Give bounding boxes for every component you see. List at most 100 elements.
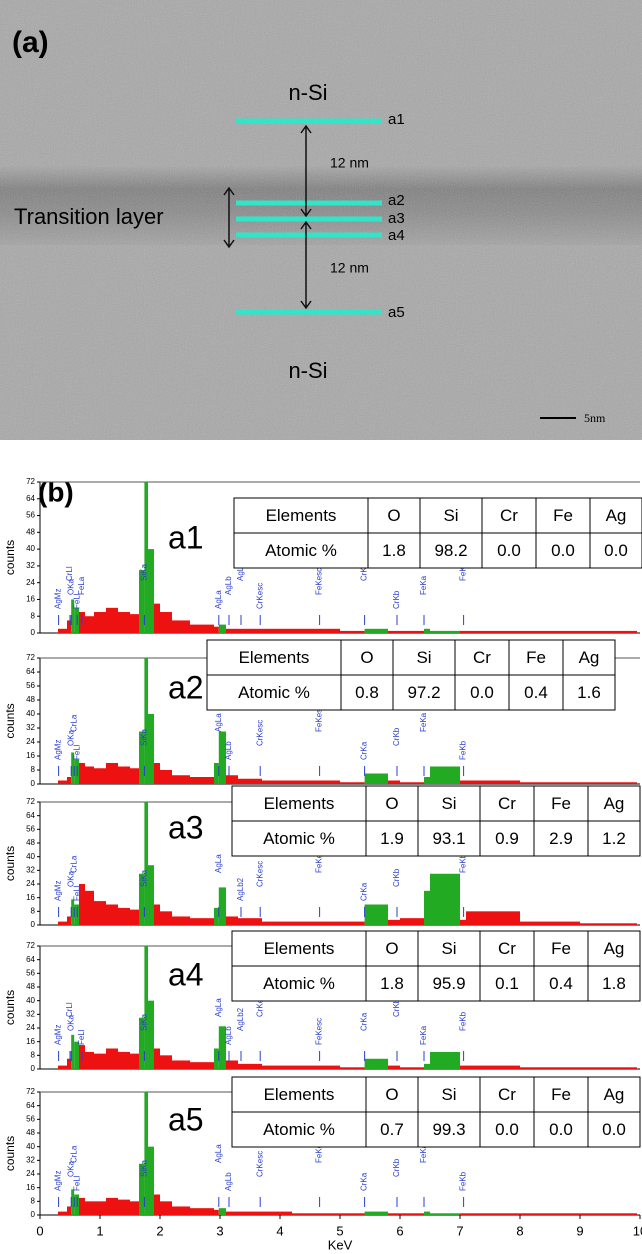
bar — [424, 1211, 430, 1215]
table-cell — [365, 1111, 419, 1148]
peak-label: FeKa — [419, 1025, 428, 1045]
table-text: Fe — [551, 794, 571, 813]
table-text: 0.0 — [602, 1120, 626, 1139]
spectrum: 081624324048566472countsAgMzOKaCrLaFeLlS… — [3, 785, 641, 929]
peak-label: SiKa — [140, 1014, 149, 1031]
y-tick-label: 8 — [31, 1196, 36, 1205]
peak-label: FeKb — [459, 1171, 468, 1191]
peak-label: CrLa — [69, 1145, 78, 1163]
bar — [94, 1201, 106, 1215]
bar — [214, 1048, 219, 1069]
line-label: a4 — [388, 227, 405, 244]
peak-label: FeLa — [77, 576, 86, 595]
bar — [292, 628, 340, 633]
table-text: Fe — [551, 1085, 571, 1104]
table-cell — [419, 532, 483, 569]
y-axis-label: counts — [3, 846, 17, 881]
bar — [460, 919, 466, 925]
table-cell — [589, 497, 642, 534]
layer-label: Transition layer — [14, 204, 164, 229]
y-tick-label: 16 — [26, 1037, 35, 1046]
table-text: 0.7 — [380, 1120, 404, 1139]
peak-label: CrKb — [392, 1158, 401, 1177]
y-tick-label: 72 — [26, 477, 35, 486]
bar — [130, 768, 139, 784]
table-cell — [365, 965, 419, 1002]
bar — [520, 1213, 580, 1215]
y-tick-label: 64 — [26, 667, 35, 676]
table-text: 0.0 — [604, 541, 628, 560]
bar — [74, 607, 79, 633]
peak-label: CrKb — [392, 868, 401, 887]
bar — [190, 918, 214, 925]
bar — [460, 630, 466, 633]
y-tick-label: 24 — [26, 737, 35, 746]
table-cell — [392, 639, 456, 676]
peak-label: FeKesc — [315, 846, 324, 873]
table-text: Cr — [498, 1085, 516, 1104]
table-cell — [233, 532, 369, 569]
table-text: 1.6 — [577, 683, 601, 702]
panel-a: (a) n-Si n-Si Transition layer a1 a2 a3 … — [0, 0, 642, 440]
table-cell — [340, 639, 394, 676]
bar — [172, 775, 190, 784]
table-text: Fe — [553, 506, 573, 525]
y-tick-label: 40 — [26, 852, 35, 861]
table-cell — [231, 785, 367, 822]
line-label: a3 — [388, 210, 405, 227]
table-text: Elements — [264, 794, 335, 813]
peak-label: FeKesc — [315, 1136, 324, 1163]
bar — [580, 782, 634, 784]
bar — [292, 921, 340, 925]
peak-label: AgMz — [54, 1025, 63, 1045]
x-tick-label: 3 — [216, 1223, 223, 1238]
peak-label: FeLl — [72, 1175, 81, 1191]
bar — [218, 731, 226, 784]
peak-label: CrKesc — [255, 991, 264, 1017]
table-text: Cr — [473, 648, 491, 667]
bar — [154, 763, 160, 784]
bar — [144, 802, 148, 925]
peak-label: CrKa — [360, 882, 369, 901]
bar — [400, 1213, 424, 1215]
line-label: a5 — [388, 304, 405, 321]
table-text: Elements — [264, 1085, 335, 1104]
peak-label: CrKesc — [255, 720, 264, 746]
bar — [340, 782, 365, 784]
bar — [118, 766, 130, 784]
peak-label: FeKa — [419, 1143, 428, 1163]
y-tick-label: 40 — [26, 709, 35, 718]
peak-label: OKa — [66, 1160, 75, 1177]
y-tick-label: 32 — [26, 1009, 35, 1018]
x-tick-label: 0 — [36, 1223, 43, 1238]
table-cell — [587, 965, 641, 1002]
peak-label: CrKa — [360, 1172, 369, 1191]
bar — [340, 921, 365, 925]
bar — [106, 904, 118, 925]
peak-label: CrLa — [69, 714, 78, 732]
bar — [262, 1211, 292, 1215]
bar — [190, 1208, 214, 1215]
table-text: Atomic % — [263, 829, 335, 848]
table-text: 0.4 — [524, 683, 548, 702]
line-labels: a1 a2 a3 a4 a5 — [388, 111, 405, 321]
arrows — [223, 124, 312, 310]
bar — [71, 899, 75, 925]
bar — [262, 628, 292, 633]
bar — [634, 923, 637, 925]
table-cell — [231, 930, 367, 967]
bar — [94, 612, 106, 633]
bar — [218, 1026, 226, 1069]
table-text: Atomic % — [263, 974, 335, 993]
spectrum: 081624324048566472countsAgMzOKaCrLaFeLlS… — [3, 1076, 642, 1252]
bar — [118, 907, 130, 925]
peak-label: OKa — [66, 578, 75, 595]
table-text: 1.9 — [380, 829, 404, 848]
table-text: 0.0 — [549, 1120, 573, 1139]
peak-label: CrKesc — [255, 861, 264, 887]
bar — [634, 1213, 637, 1215]
bar — [118, 1199, 130, 1215]
bar — [160, 770, 172, 784]
bar — [58, 780, 67, 784]
peak-label: FeKesc — [315, 1018, 324, 1045]
